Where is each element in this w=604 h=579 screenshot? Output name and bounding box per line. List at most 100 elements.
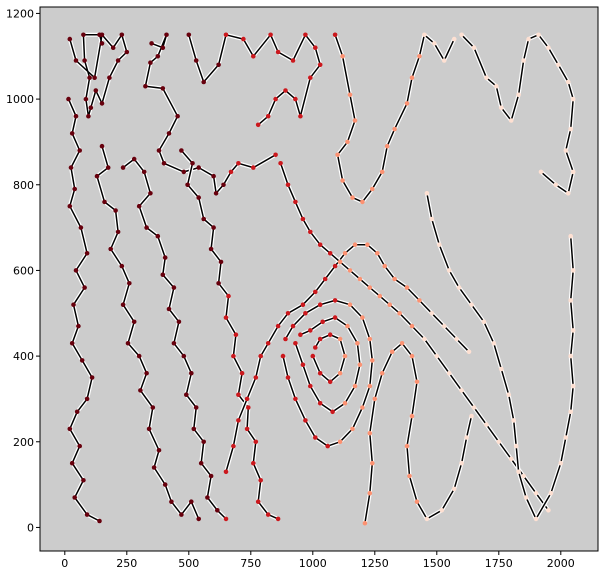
data-point-1-16 xyxy=(228,169,234,175)
data-point-4-5 xyxy=(508,118,514,123)
data-point-11-12 xyxy=(308,328,313,333)
data-point-7-6 xyxy=(155,233,161,239)
data-point-9-15 xyxy=(365,242,370,247)
data-point-8-3 xyxy=(196,195,201,200)
data-point-5-7 xyxy=(78,225,84,230)
data-point-8-16 xyxy=(244,426,250,432)
data-point-10-16 xyxy=(303,311,308,316)
data-point-15-13 xyxy=(523,495,529,500)
data-point-11-13 xyxy=(298,332,303,338)
data-point-1-18 xyxy=(251,165,256,170)
data-point-12-5 xyxy=(337,336,343,342)
data-point-3-16 xyxy=(422,32,427,38)
y-tick-label: 0 xyxy=(27,521,34,534)
data-point-4-6 xyxy=(516,92,521,98)
data-point-13-22 xyxy=(508,456,514,462)
data-point-14-3 xyxy=(367,430,373,436)
data-point-4-10 xyxy=(546,45,551,50)
data-point-7-4 xyxy=(136,203,142,209)
data-point-9-21 xyxy=(429,311,435,316)
x-tick-label: 1000 xyxy=(299,557,327,570)
data-point-4-8 xyxy=(526,36,531,42)
data-point-10-12 xyxy=(360,315,365,320)
data-point-2-7 xyxy=(268,32,273,38)
data-point-13-24 xyxy=(533,490,539,496)
data-point-7-12 xyxy=(171,341,177,346)
data-point-10-5 xyxy=(325,443,331,449)
data-point-3-13 xyxy=(404,101,410,106)
data-point-6-6 xyxy=(108,246,113,252)
data-point-4-0 xyxy=(459,32,464,38)
data-point-6-8 xyxy=(127,281,132,286)
data-point-8-5 xyxy=(211,225,216,230)
data-point-6-7 xyxy=(119,263,125,269)
data-point-5-19 xyxy=(77,443,82,449)
data-point-11-5 xyxy=(342,400,348,406)
data-point-3-18 xyxy=(441,58,447,63)
data-point-13-21 xyxy=(496,439,502,445)
data-point-7-17 xyxy=(191,426,197,432)
data-point-4-2 xyxy=(484,75,489,80)
data-point-1-14 xyxy=(213,191,219,196)
data-point-8-22 xyxy=(275,516,281,522)
data-point-6-0 xyxy=(99,143,105,149)
data-point-7-7 xyxy=(162,255,168,260)
data-point-4-11 xyxy=(556,62,561,68)
data-point-10-6 xyxy=(337,439,343,445)
data-point-7-20 xyxy=(208,473,214,479)
data-point-3-17 xyxy=(432,41,437,46)
data-point-14-18 xyxy=(464,435,469,440)
data-point-6-21 xyxy=(179,512,184,517)
data-point-1-11 xyxy=(181,169,187,175)
data-point-15-6 xyxy=(481,319,487,325)
data-point-4-12 xyxy=(565,79,571,85)
data-point-14-13 xyxy=(414,499,420,505)
data-point-15-18 xyxy=(568,409,573,415)
data-point-13-5 xyxy=(317,242,323,247)
tour-path-6 xyxy=(96,145,200,520)
points-layer xyxy=(66,32,576,526)
data-point-10-7 xyxy=(350,426,355,432)
data-point-6-10 xyxy=(131,319,137,325)
data-point-8-10 xyxy=(223,315,229,320)
data-point-3-11 xyxy=(384,143,390,149)
data-point-15-23 xyxy=(570,268,576,273)
data-point-10-9 xyxy=(367,383,373,389)
data-point-3-14 xyxy=(409,75,415,80)
data-point-13-23 xyxy=(521,473,526,479)
data-point-6-5 xyxy=(115,229,121,235)
data-point-1-0 xyxy=(149,41,154,46)
data-point-8-17 xyxy=(253,439,259,445)
data-point-1-4 xyxy=(148,60,153,65)
data-point-11-8 xyxy=(355,341,360,346)
data-point-15-3 xyxy=(446,268,452,273)
data-point-15-15 xyxy=(548,490,554,496)
data-point-0-8 xyxy=(107,75,112,80)
data-point-2-1 xyxy=(193,58,199,63)
data-point-14-10 xyxy=(409,413,415,419)
data-point-14-6 xyxy=(389,349,395,355)
data-point-3-5 xyxy=(335,152,340,158)
data-point-9-4 xyxy=(253,375,259,380)
data-point-9-8 xyxy=(285,311,291,316)
data-point-9-22 xyxy=(441,323,447,329)
data-point-5-9 xyxy=(73,268,79,273)
data-point-1-3 xyxy=(155,54,161,59)
plot-background xyxy=(40,7,598,551)
data-point-9-19 xyxy=(404,285,410,290)
data-point-6-3 xyxy=(102,199,107,205)
y-tick-label: 400 xyxy=(13,350,34,363)
data-point-12-8 xyxy=(313,345,318,350)
data-point-5-15 xyxy=(89,375,95,380)
data-point-15-4 xyxy=(456,285,462,290)
x-tick-label: 2000 xyxy=(547,557,575,570)
data-point-14-5 xyxy=(379,370,385,376)
data-point-9-17 xyxy=(382,263,388,269)
data-point-15-0 xyxy=(424,191,430,196)
data-point-0-18 xyxy=(99,41,105,46)
data-point-13-2 xyxy=(293,199,298,205)
data-point-0-9 xyxy=(99,101,105,106)
data-point-14-19 xyxy=(469,413,474,419)
data-point-14-11 xyxy=(404,443,410,449)
data-point-0-13 xyxy=(83,96,89,102)
